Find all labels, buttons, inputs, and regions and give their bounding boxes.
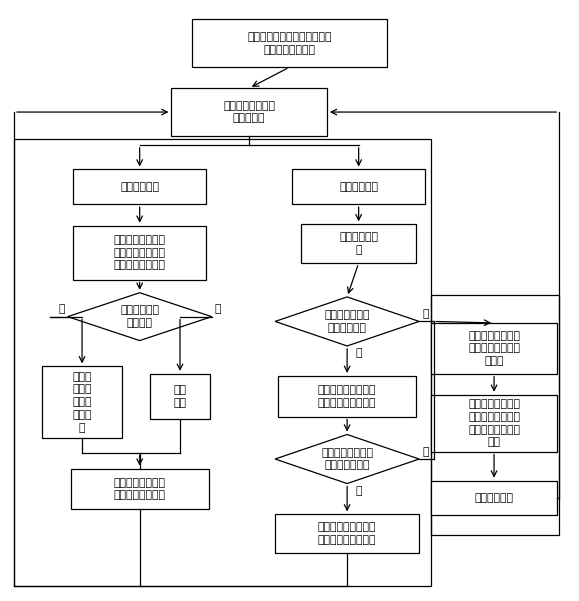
Text: 否: 否 — [422, 447, 428, 457]
Text: 更新数
据的标
志位为
接收标
志: 更新数 据的标 志位为 接收标 志 — [72, 371, 92, 433]
Text: 定时中断触发: 定时中断触发 — [339, 182, 378, 192]
Bar — [74, 226, 206, 279]
Bar — [301, 224, 416, 263]
Bar — [74, 169, 206, 204]
Bar — [431, 294, 559, 535]
Text: 根据接收标志刷新
显示接收到的数据: 根据接收标志刷新 显示接收到的数据 — [113, 478, 166, 501]
Text: 是: 是 — [356, 486, 362, 496]
Text: 是: 是 — [356, 348, 362, 358]
Polygon shape — [275, 297, 419, 346]
Text: 接收中断触发: 接收中断触发 — [120, 182, 159, 192]
Text: 时钟、接收端口初始化，开接
收中断、定时中断: 时钟、接收端口初始化，开接 收中断、定时中断 — [247, 32, 332, 55]
Bar — [14, 139, 431, 587]
Bar — [431, 323, 558, 374]
Text: 是: 是 — [58, 305, 65, 314]
Text: 否: 否 — [215, 305, 221, 314]
Bar — [192, 19, 387, 67]
Text: 对键盘进行扫
描: 对键盘进行扫 描 — [339, 232, 378, 255]
Bar — [275, 514, 419, 554]
Bar — [431, 481, 558, 515]
Text: 提取按键代码并运行
对应按键的处理程序: 提取按键代码并运行 对应按键的处理程序 — [318, 385, 376, 407]
Bar — [42, 366, 122, 438]
Text: 否: 否 — [422, 310, 428, 319]
Text: 判断数据校验
是否正确: 判断数据校验 是否正确 — [120, 305, 159, 328]
Bar — [431, 395, 558, 451]
Bar — [171, 88, 327, 136]
Text: 运行发送程序，提
取存放在缓存区中
的数据并发送至主
模块: 运行发送程序，提 取存放在缓存区中 的数据并发送至主 模块 — [468, 399, 520, 447]
Text: 更新需要发送的数据
的标志位为发送标志: 更新需要发送的数据 的标志位为发送标志 — [318, 522, 376, 545]
Polygon shape — [275, 435, 419, 484]
Bar — [71, 469, 209, 509]
Text: 丢弃
数据: 丢弃 数据 — [174, 385, 186, 407]
Text: 判断是否有数据需
要发送到主模块: 判断是否有数据需 要发送到主模块 — [321, 448, 373, 471]
Text: 根据标志位将需要
发送的数据存放入
缓存区: 根据标志位将需要 发送的数据存放入 缓存区 — [468, 331, 520, 366]
Bar — [278, 376, 416, 416]
Text: 等待接收中断、定
时中断触发: 等待接收中断、定 时中断触发 — [223, 100, 275, 123]
Bar — [292, 169, 425, 204]
Text: 退出发送程序: 退出发送程序 — [475, 493, 514, 503]
Bar — [150, 374, 210, 419]
Polygon shape — [68, 293, 212, 341]
Text: 接收从主模块发送
过来的数据，对数
据进行解析后校验: 接收从主模块发送 过来的数据，对数 据进行解析后校验 — [113, 235, 166, 270]
Text: 判断是否有扫描
到按键被按住: 判断是否有扫描 到按键被按住 — [324, 310, 370, 333]
